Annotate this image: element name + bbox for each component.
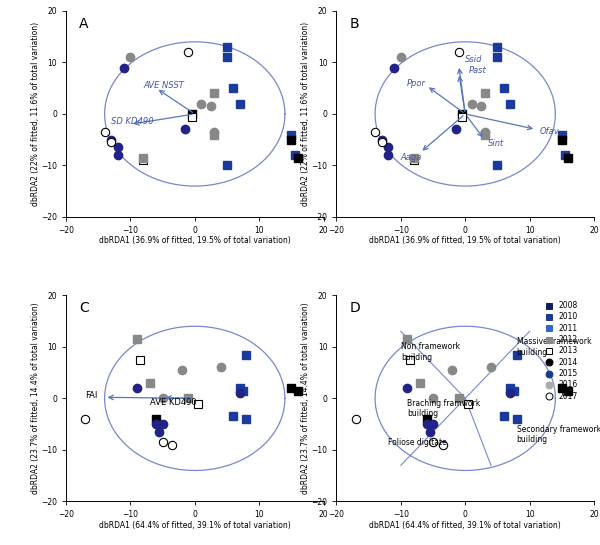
- Text: 2012: 2012: [559, 335, 578, 344]
- Text: FAI: FAI: [85, 391, 98, 400]
- Text: Secondary framework
building: Secondary framework building: [517, 425, 600, 444]
- Text: D: D: [349, 301, 360, 316]
- Text: SD KD490: SD KD490: [111, 117, 154, 126]
- X-axis label: dbRDA1 (36.9% of fitted, 19.5% of total variation): dbRDA1 (36.9% of fitted, 19.5% of total …: [99, 237, 290, 245]
- Text: Massive framework
building: Massive framework building: [517, 337, 591, 356]
- Text: Foliose digitate: Foliose digitate: [388, 438, 447, 447]
- Text: Braching framwork
building: Braching framwork building: [407, 399, 481, 419]
- Y-axis label: dbRDA2 (22% of fitted, 11.6% of total variation): dbRDA2 (22% of fitted, 11.6% of total va…: [31, 22, 40, 206]
- Text: 2010: 2010: [559, 312, 578, 322]
- X-axis label: dbRDA1 (36.9% of fitted, 19.5% of total variation): dbRDA1 (36.9% of fitted, 19.5% of total …: [370, 237, 561, 245]
- Text: Ofav: Ofav: [539, 128, 559, 136]
- Text: Aaga: Aaga: [401, 153, 422, 162]
- Y-axis label: dbRDA2 (22% of fitted, 11.6% of total variation): dbRDA2 (22% of fitted, 11.6% of total va…: [301, 22, 310, 206]
- Text: 2017: 2017: [559, 392, 578, 401]
- Text: C: C: [79, 301, 89, 316]
- Text: 2016: 2016: [559, 380, 578, 390]
- Text: 2013: 2013: [559, 347, 578, 355]
- Text: 2011: 2011: [559, 324, 578, 333]
- Text: Ssid: Ssid: [465, 56, 483, 64]
- Text: AVE NSST: AVE NSST: [143, 81, 184, 90]
- Y-axis label: dbRDA2 (23.7% of fitted, 14.4% of total variation): dbRDA2 (23.7% of fitted, 14.4% of total …: [301, 302, 310, 494]
- Text: 2014: 2014: [559, 358, 578, 367]
- X-axis label: dbRDA1 (64.4% of fitted, 39.1% of total variation): dbRDA1 (64.4% of fitted, 39.1% of total …: [99, 521, 290, 530]
- Text: Ppor: Ppor: [407, 78, 426, 88]
- Text: Sint: Sint: [488, 140, 504, 148]
- Text: A: A: [79, 17, 88, 31]
- Text: Past: Past: [469, 65, 486, 75]
- Text: Non framework
building: Non framework building: [401, 342, 460, 362]
- Text: 2008: 2008: [559, 301, 578, 310]
- X-axis label: dbRDA1 (64.4% of fitted, 39.1% of total variation): dbRDA1 (64.4% of fitted, 39.1% of total …: [370, 521, 561, 530]
- Y-axis label: dbRDA2 (23.7% of fitted, 14.4% of total variation): dbRDA2 (23.7% of fitted, 14.4% of total …: [31, 302, 40, 494]
- Text: AVE KD490: AVE KD490: [150, 398, 196, 407]
- Text: B: B: [349, 17, 359, 31]
- Text: 2015: 2015: [559, 369, 578, 378]
